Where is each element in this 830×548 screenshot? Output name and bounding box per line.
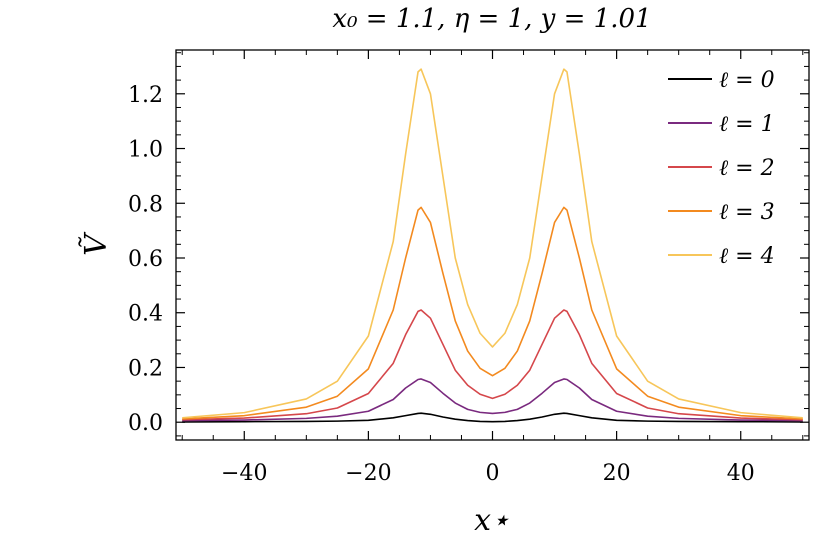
legend-label-1: ℓ = 1 bbox=[719, 112, 775, 137]
y-tick-label: 0.2 bbox=[128, 356, 163, 381]
y-tick-label: 0.8 bbox=[128, 192, 163, 217]
x-tick-label: 0 bbox=[486, 461, 500, 486]
series-line-2 bbox=[182, 309, 803, 421]
x-axis-label: x⋆ bbox=[474, 503, 510, 538]
x-tick-label: 40 bbox=[727, 461, 755, 486]
x-tick-label: 20 bbox=[603, 461, 631, 486]
y-axis-label: Ṽ bbox=[78, 231, 114, 256]
series-line-1 bbox=[182, 378, 803, 422]
series-line-4 bbox=[182, 68, 803, 419]
axis-ticks bbox=[176, 50, 809, 440]
x-tick-labels: −40 −20 0 20 40 bbox=[221, 461, 755, 486]
legend-label-2: ℓ = 2 bbox=[719, 156, 775, 181]
y-tick-label: 1.0 bbox=[128, 138, 163, 163]
y-tick-label: 0.0 bbox=[128, 411, 163, 436]
x-tick-label: −40 bbox=[221, 461, 267, 486]
legend-label-4: ℓ = 4 bbox=[719, 244, 775, 269]
legend: ℓ = 0 ℓ = 1 ℓ = 2 ℓ = 3 ℓ = 4 bbox=[668, 68, 775, 269]
y-tick-label: 1.2 bbox=[128, 83, 163, 108]
legend-label-3: ℓ = 3 bbox=[719, 200, 775, 225]
y-tick-label: 0.4 bbox=[128, 302, 163, 327]
x-tick-label: −20 bbox=[345, 461, 391, 486]
y-tick-labels: 0.0 0.2 0.4 0.6 0.8 1.0 1.2 bbox=[128, 83, 163, 436]
chart-title: x₀ = 1.1, η = 1, y = 1.01 bbox=[332, 4, 651, 34]
legend-label-0: ℓ = 0 bbox=[719, 68, 775, 93]
series-line-3 bbox=[182, 206, 803, 420]
y-tick-label: 0.6 bbox=[128, 247, 163, 272]
plot-frame bbox=[175, 49, 810, 441]
series-line-0 bbox=[182, 412, 803, 423]
series-lines bbox=[182, 68, 803, 423]
